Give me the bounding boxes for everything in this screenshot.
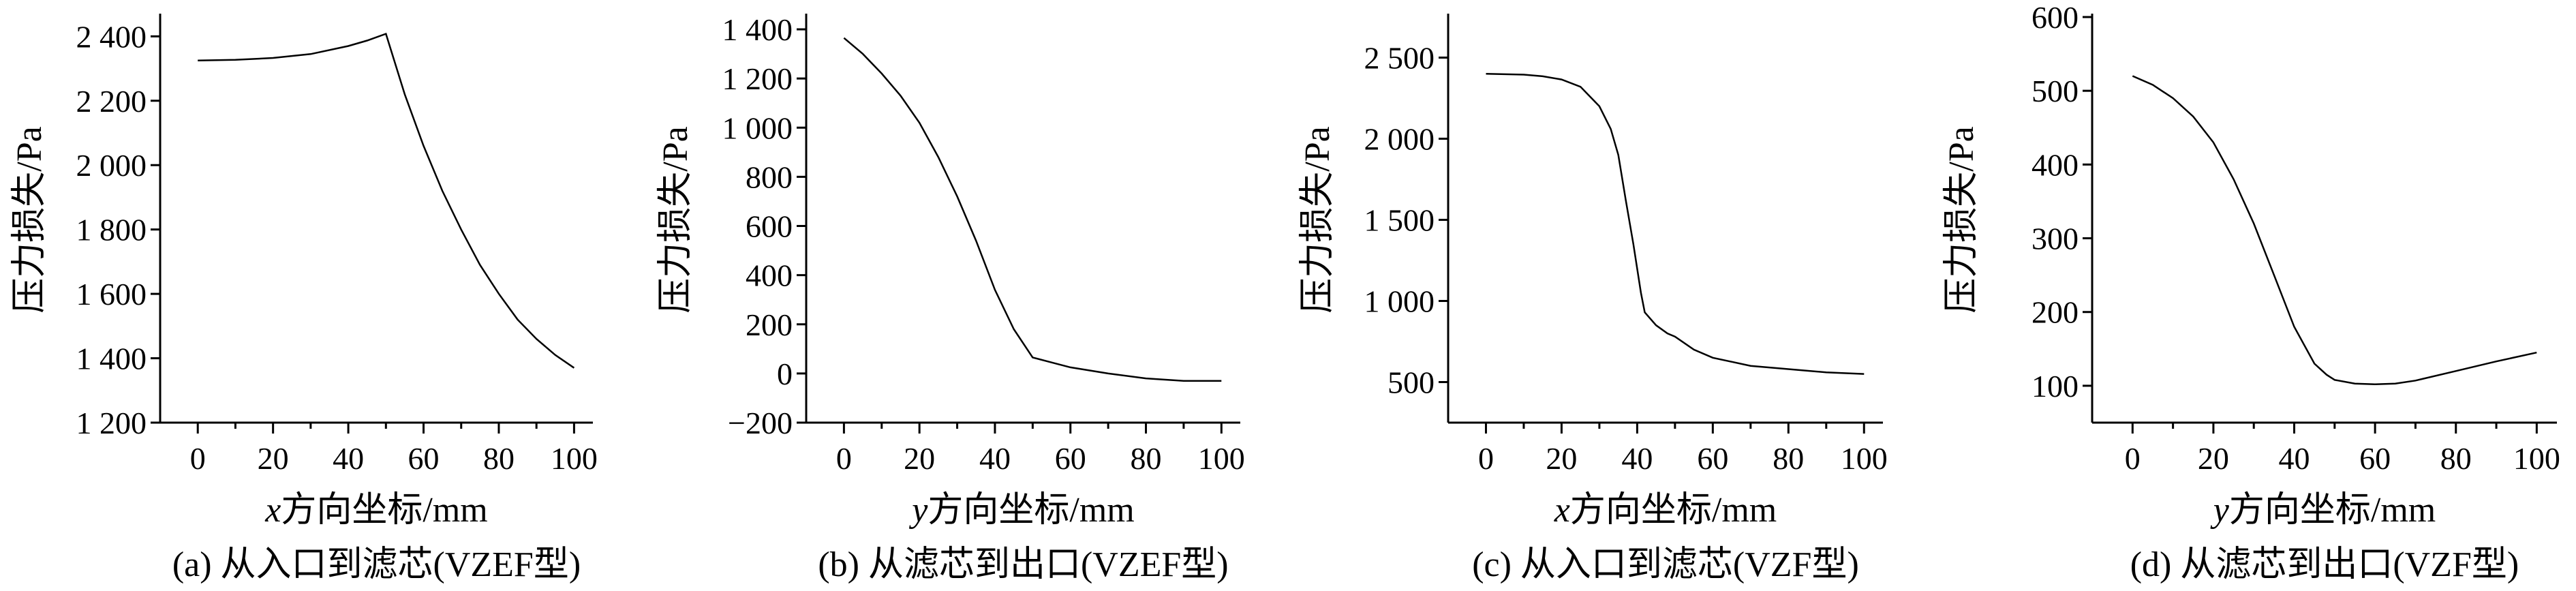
x-axis-variable: x xyxy=(1554,491,1570,530)
x-tick-label: 100 xyxy=(1198,441,1245,476)
y-axis-label: 压力损失/Pa xyxy=(1298,126,1337,313)
x-tick-label: 40 xyxy=(1621,441,1653,476)
x-tick-label: 0 xyxy=(836,441,852,476)
x-tick-label: 100 xyxy=(2513,441,2560,476)
data-series-line xyxy=(1486,73,1865,375)
y-tick-label: −200 xyxy=(728,406,793,440)
x-tick-label: 20 xyxy=(1546,441,1577,476)
x-tick-label: 0 xyxy=(1478,441,1494,476)
chart-panel-4: 100 200 300 400 500 600 0 20 40 60 80 100 压力损失/Pa y方向… xyxy=(1942,0,2560,584)
y-tick-label: 1 600 xyxy=(76,277,147,312)
chart-panel-3: 500 1 000 1 500 2 000 2 500 0 20 40 60 80 100 压力损失/… xyxy=(1298,14,1888,584)
x-tick-label: 20 xyxy=(258,441,289,476)
x-axis-label: y方向坐标/mm xyxy=(2210,491,2436,530)
x-tick-label: 20 xyxy=(904,441,935,476)
y-tick-label: 500 xyxy=(2031,74,2079,108)
y-tick-label: 1 500 xyxy=(1364,203,1435,238)
data-series-line xyxy=(2132,75,2537,385)
chart-panel-1: 1 200 1 400 1 600 1 800 2 000 2 200 2 400 0 20 40… xyxy=(10,14,598,584)
y-tick-label: 2 200 xyxy=(76,84,147,119)
x-tick-label: 80 xyxy=(2440,441,2472,476)
y-tick-label: 500 xyxy=(1387,365,1435,400)
y-tick-label: 2 500 xyxy=(1364,41,1435,76)
x-tick-label: 80 xyxy=(1131,441,1162,476)
y-tick-label: 300 xyxy=(2031,222,2079,256)
y-tick-label: 400 xyxy=(2031,147,2079,182)
x-tick-label: 100 xyxy=(1841,441,1888,476)
x-axis-variable: y xyxy=(2210,491,2230,530)
y-tick-label: 200 xyxy=(2031,295,2079,330)
x-axis-label: x方向坐标/mm xyxy=(264,491,487,530)
panel-caption: (c) 从入口到滤芯(VZF型) xyxy=(1472,545,1859,584)
x-tick-label: 60 xyxy=(1055,441,1086,476)
x-tick-label: 40 xyxy=(979,441,1011,476)
x-tick-label: 40 xyxy=(333,441,364,476)
y-axis-label: 压力损失/Pa xyxy=(656,126,695,313)
x-tick-label: 0 xyxy=(2125,441,2141,476)
x-tick-label: 60 xyxy=(408,441,440,476)
x-axis-unit-text: 方向坐标/mm xyxy=(2229,491,2436,530)
x-tick-label: 60 xyxy=(1697,441,1728,476)
y-tick-label: 2 000 xyxy=(1364,122,1435,157)
y-tick-label: 600 xyxy=(746,209,793,244)
x-tick-label: 0 xyxy=(190,441,206,476)
y-tick-label: 1 000 xyxy=(1364,284,1435,319)
x-tick-label: 80 xyxy=(1773,441,1804,476)
y-tick-label: 1 400 xyxy=(76,342,147,376)
x-tick-label: 100 xyxy=(551,441,598,476)
chart-panel-2: −200 0 200 400 600 800 1 000 1 200 1 400 0 20 40 60 8… xyxy=(656,12,1245,584)
x-axis-variable: x xyxy=(264,491,281,530)
data-series-line xyxy=(198,32,575,369)
y-tick-label: 2 000 xyxy=(76,148,147,183)
y-tick-label: 0 xyxy=(777,357,793,391)
x-tick-label: 40 xyxy=(2279,441,2310,476)
y-tick-label: 800 xyxy=(746,160,793,194)
panel-caption: (a) 从入口到滤芯(VZEF型) xyxy=(172,545,581,584)
y-axis-label: 压力损失/Pa xyxy=(1942,126,1981,313)
y-tick-label: 1 200 xyxy=(722,61,793,96)
x-axis-unit-text: 方向坐标/mm xyxy=(927,491,1134,530)
y-tick-label: 1 000 xyxy=(722,110,793,145)
y-tick-label: 1 800 xyxy=(76,213,147,247)
y-tick-label: 600 xyxy=(2031,0,2079,35)
y-tick-label: 2 400 xyxy=(76,19,147,54)
y-tick-label: 100 xyxy=(2031,369,2079,404)
x-tick-label: 80 xyxy=(483,441,515,476)
x-axis-unit-text: 方向坐标/mm xyxy=(281,491,487,530)
x-tick-label: 20 xyxy=(2198,441,2229,476)
data-series-line xyxy=(843,37,1222,382)
y-tick-label: 1 200 xyxy=(76,406,147,440)
x-axis-label: x方向坐标/mm xyxy=(1554,491,1777,530)
y-tick-label: 400 xyxy=(746,258,793,293)
x-axis-unit-text: 方向坐标/mm xyxy=(1570,491,1777,530)
y-axis-label: 压力损失/Pa xyxy=(10,126,49,313)
panel-caption: (b) 从滤芯到出口(VZEF型) xyxy=(818,545,1228,584)
x-tick-label: 60 xyxy=(2359,441,2391,476)
panel-caption: (d) 从滤芯到出口(VZF型) xyxy=(2130,545,2519,584)
x-axis-variable: y xyxy=(908,491,928,530)
y-tick-label: 1 400 xyxy=(722,12,793,47)
y-tick-label: 200 xyxy=(746,307,793,342)
x-axis-label: y方向坐标/mm xyxy=(908,491,1134,530)
